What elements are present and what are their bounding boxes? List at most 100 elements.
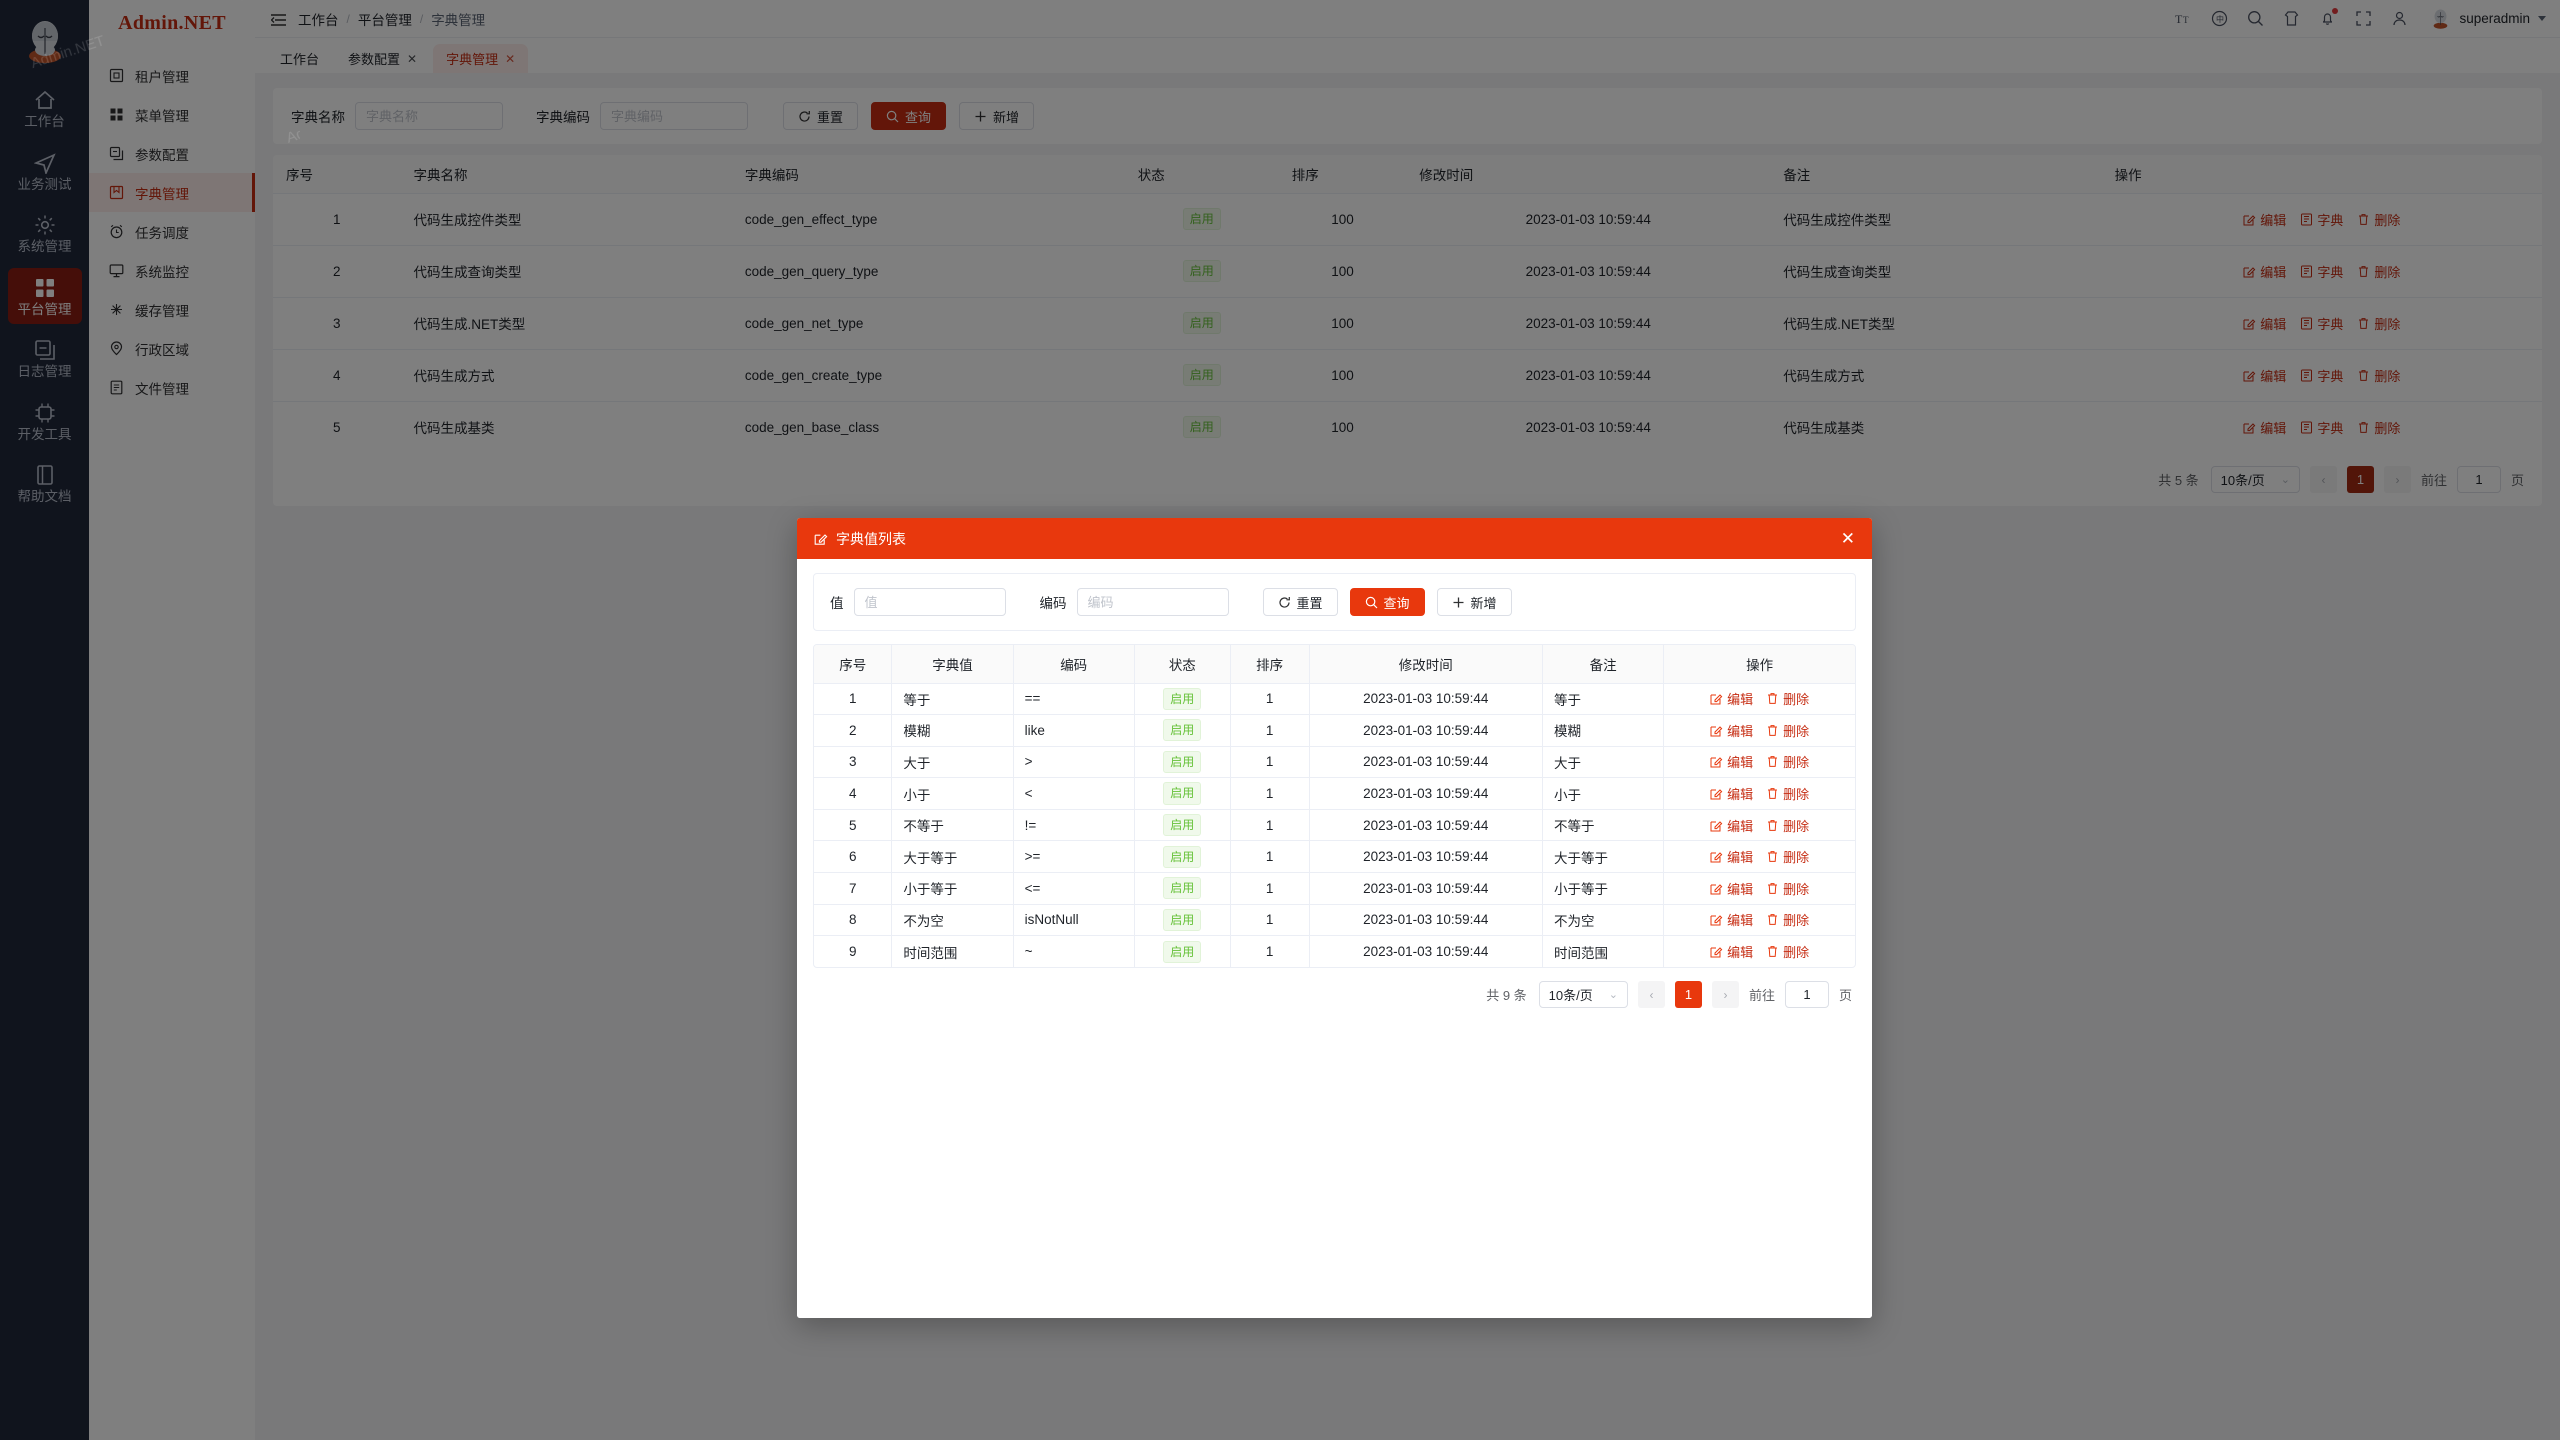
- row-edit-button[interactable]: 编辑: [1710, 689, 1753, 708]
- cell-status: 启用: [1134, 935, 1231, 968]
- status-badge: 启用: [1163, 750, 1202, 774]
- cell-ops: 编辑 删除: [1663, 714, 1855, 747]
- cell-time: 2023-01-03 10:59:44: [1309, 714, 1544, 747]
- cell-time: 2023-01-03 10:59:44: [1309, 840, 1544, 874]
- cell-sort: 1: [1230, 904, 1310, 937]
- row-edit-button[interactable]: 编辑: [1710, 942, 1753, 961]
- modal-query-button[interactable]: 查询: [1349, 588, 1425, 616]
- modal-pagination: 共 9 条 10条/页 ⌄ ‹ 1 › 前往 页: [813, 968, 1856, 1018]
- row-delete-button[interactable]: 删除: [1766, 847, 1809, 866]
- table-row[interactable]: 8 不为空 isNotNull 启用 1 2023-01-03 10:59:44…: [814, 904, 1855, 937]
- table-row[interactable]: 4 小于 < 启用 1 2023-01-03 10:59:44 小于 编辑 删除: [814, 777, 1855, 810]
- cell-code: <=: [1013, 872, 1135, 905]
- cell-no: 1: [814, 683, 893, 716]
- cell-value: 不为空: [891, 904, 1014, 937]
- table-row[interactable]: 9 时间范围 ~ 启用 1 2023-01-03 10:59:44 时间范围 编…: [814, 935, 1855, 968]
- modal-code-input[interactable]: [1076, 588, 1229, 616]
- status-badge: 启用: [1163, 940, 1202, 963]
- cell-ops: 编辑 删除: [1663, 809, 1855, 842]
- cell-no: 2: [814, 714, 893, 747]
- table-row[interactable]: 2 模糊 like 启用 1 2023-01-03 10:59:44 模糊 编辑…: [814, 714, 1855, 747]
- modal-table-wrapper: 序号 字典值 编码 状态 排序 修改时间 备注 操作 1 等于 == 启用 1 2023-01…: [813, 644, 1856, 969]
- refresh-icon: [1278, 596, 1290, 608]
- table-row[interactable]: 7 小于等于 <= 启用 1 2023-01-03 10:59:44 小于等于 …: [814, 872, 1855, 905]
- cell-no: 8: [814, 904, 893, 937]
- cell-time: 2023-01-03 10:59:44: [1309, 904, 1544, 937]
- modal-title-group: 字典值列表: [814, 529, 906, 549]
- status-badge: 启用: [1163, 908, 1202, 932]
- modal-th-5: 修改时间: [1309, 645, 1544, 684]
- row-edit-button[interactable]: 编辑: [1710, 721, 1753, 740]
- cell-ops: 编辑 删除: [1663, 840, 1855, 874]
- modal-pagination-prev[interactable]: ‹: [1637, 981, 1665, 1009]
- table-row[interactable]: 1 等于 == 启用 1 2023-01-03 10:59:44 等于 编辑 删…: [814, 683, 1855, 716]
- row-edit-label: 编辑: [1727, 881, 1754, 897]
- cell-remark: 等于: [1542, 683, 1665, 716]
- modal-pagination-page-1[interactable]: 1: [1674, 981, 1702, 1009]
- cell-status: 启用: [1134, 840, 1231, 874]
- row-delete-button[interactable]: 删除: [1766, 942, 1809, 961]
- cell-ops: 编辑 删除: [1663, 872, 1855, 905]
- cell-ops: 编辑 删除: [1663, 904, 1855, 937]
- row-delete-button[interactable]: 删除: [1766, 816, 1809, 835]
- cell-time: 2023-01-03 10:59:44: [1309, 809, 1544, 842]
- status-badge: 启用: [1163, 814, 1202, 837]
- modal-table-body: 1 等于 == 启用 1 2023-01-03 10:59:44 等于 编辑 删…: [814, 683, 1855, 968]
- search-icon: [1365, 596, 1377, 608]
- cell-time: 2023-01-03 10:59:44: [1309, 777, 1544, 810]
- table-row[interactable]: 3 大于 > 启用 1 2023-01-03 10:59:44 大于 编辑 删除: [814, 746, 1855, 779]
- modal-th-0: 序号: [814, 645, 893, 684]
- row-edit-label: 编辑: [1727, 850, 1754, 866]
- cell-value: 大于等于: [891, 840, 1014, 874]
- status-badge: 启用: [1163, 877, 1202, 900]
- cell-value: 小于: [891, 777, 1014, 810]
- modal-pagination-goto-input[interactable]: [1784, 981, 1829, 1009]
- modal-reset-label: 重置: [1296, 595, 1323, 611]
- cell-ops: 编辑 删除: [1664, 936, 1855, 968]
- cell-sort: 1: [1230, 840, 1310, 874]
- cell-no: 4: [814, 777, 893, 810]
- modal-query-label: 查询: [1383, 595, 1410, 611]
- row-edit-button[interactable]: 编辑: [1710, 784, 1753, 803]
- modal-th-1: 字典值: [891, 645, 1014, 684]
- row-edit-button[interactable]: 编辑: [1710, 752, 1753, 771]
- row-edit-label: 编辑: [1727, 787, 1754, 803]
- modal-pagination-total: 共 9 条: [1486, 988, 1527, 1004]
- cell-time: 2023-01-03 10:59:44: [1309, 683, 1544, 716]
- row-edit-button[interactable]: 编辑: [1710, 816, 1753, 835]
- cell-remark: 模糊: [1542, 714, 1665, 747]
- cell-code: ~: [1013, 935, 1135, 968]
- cell-sort: 1: [1230, 777, 1310, 810]
- modal-code-label: 编码: [1039, 596, 1067, 611]
- table-row[interactable]: 5 不等于 != 启用 1 2023-01-03 10:59:44 不等于 编辑…: [814, 809, 1855, 842]
- modal-reset-button[interactable]: 重置: [1262, 588, 1338, 616]
- cell-code: >: [1013, 746, 1135, 779]
- cell-status: 启用: [1134, 872, 1231, 905]
- table-row[interactable]: 6 大于等于 >= 启用 1 2023-01-03 10:59:44 大于等于 …: [814, 840, 1855, 874]
- cell-code: !=: [1013, 809, 1135, 842]
- row-edit-button[interactable]: 编辑: [1710, 847, 1753, 866]
- row-delete-label: 删除: [1783, 755, 1810, 771]
- modal-page-size-select[interactable]: 10条/页 ⌄: [1538, 981, 1628, 1009]
- modal-add-button[interactable]: 新增: [1436, 588, 1512, 616]
- cell-no: 7: [814, 872, 893, 905]
- modal-pagination-next[interactable]: ›: [1711, 981, 1739, 1009]
- modal-pagination-goto-label: 前往: [1748, 988, 1775, 1004]
- row-delete-button[interactable]: 删除: [1766, 721, 1809, 740]
- row-delete-button[interactable]: 删除: [1766, 910, 1809, 929]
- row-delete-label: 删除: [1783, 850, 1810, 866]
- modal-value-input[interactable]: [853, 588, 1006, 616]
- row-delete-button[interactable]: 删除: [1766, 784, 1809, 803]
- row-delete-button[interactable]: 删除: [1766, 879, 1809, 898]
- row-edit-label: 编辑: [1727, 723, 1754, 739]
- cell-value: 不等于: [891, 809, 1014, 842]
- row-edit-button[interactable]: 编辑: [1710, 910, 1753, 929]
- cell-status: 启用: [1134, 777, 1231, 810]
- row-delete-button[interactable]: 删除: [1766, 689, 1809, 708]
- modal-th-2: 编码: [1013, 645, 1135, 684]
- row-edit-button[interactable]: 编辑: [1710, 879, 1753, 898]
- row-delete-button[interactable]: 删除: [1766, 752, 1809, 771]
- dictionary-value-table: 序号 字典值 编码 状态 排序 修改时间 备注 操作 1 等于 == 启用 1 2023-01…: [814, 645, 1855, 968]
- close-icon[interactable]: ✕: [1840, 529, 1855, 548]
- modal-page-size-value: 10条/页: [1548, 988, 1593, 1004]
